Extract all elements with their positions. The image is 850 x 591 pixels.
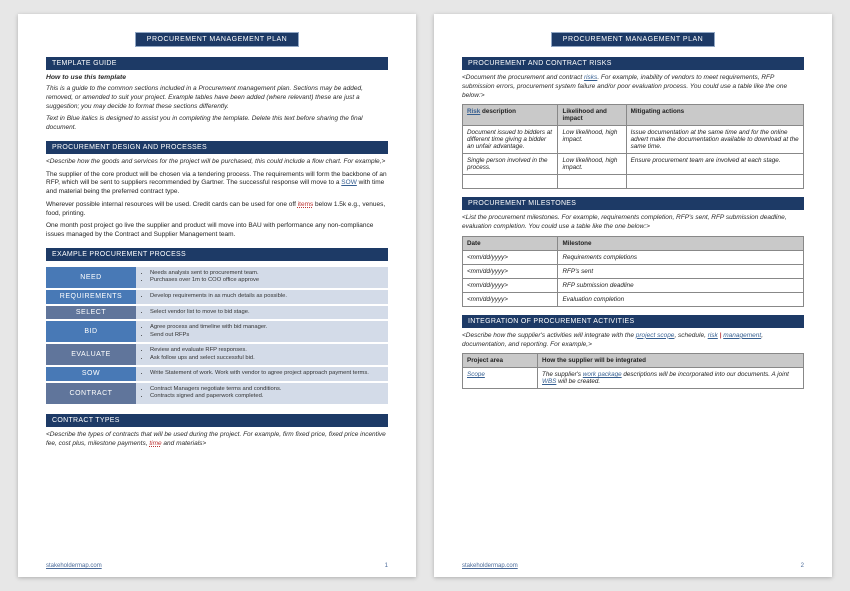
typo-items: items [298,201,314,208]
link-projectscope[interactable]: project scope [636,332,675,339]
p-design3: Wherever possible internal resources wil… [46,201,388,219]
process-step-select: SELECT [46,306,136,320]
process-desc: Contract Managers negotiate terms and co… [136,383,388,404]
p-integration: <Describe how the supplier's activities … [462,332,804,350]
section-milestones: PROCUREMENT MILESTONES [462,197,804,210]
process-desc: Write Statement of work. Work with vendo… [136,367,388,381]
process-step-contract: CONTRACT [46,383,136,404]
process-step-sow: SOW [46,367,136,381]
section-risks: PROCUREMENT AND CONTRACT RISKS [462,57,804,70]
link-sow[interactable]: SOW [341,179,357,186]
page-number: 2 [801,563,804,569]
heading-howto: How to use this template [46,74,388,81]
link-risk-th[interactable]: Risk [467,108,480,115]
milestones-table: DateMilestone<mm/dd/yyyy>Requirements co… [462,236,804,307]
page-number: 1 [385,563,388,569]
footer-link[interactable]: stakeholdermap.com [46,563,102,569]
link-risk[interactable]: risk [708,332,718,339]
footer-link[interactable]: stakeholdermap.com [462,563,518,569]
typo-time: time [149,440,161,447]
doc-title: PROCUREMENT MANAGEMENT PLAN [46,32,388,47]
section-integration: INTEGRATION OF PROCUREMENT ACTIVITIES [462,315,804,328]
p-contract: <Describe the types of contracts that wi… [46,431,388,449]
process-desc: Select vendor list to move to bid stage. [136,306,388,320]
p-design2: The supplier of the core product will be… [46,171,388,197]
process-desc: Develop requirements in as much details … [136,290,388,304]
link-risks[interactable]: risks [584,74,597,81]
section-template-guide: TEMPLATE GUIDE [46,57,388,70]
process-desc: Review and evaluate RFP responses.Ask fo… [136,344,388,365]
process-step-need: NEED [46,267,136,288]
link-management[interactable]: management [723,332,761,339]
process-desc: Agree process and timeline with bid mana… [136,321,388,342]
section-design: PROCUREMENT DESIGN AND PROCESSES [46,141,388,154]
section-process: EXAMPLE PROCUREMENT PROCESS [46,248,388,261]
link-wbs[interactable]: WBS [542,378,556,385]
process-step-evaluate: EVALUATE [46,344,136,365]
process-step-bid: BID [46,321,136,342]
footer: stakeholdermap.com 2 [462,563,804,569]
p-risks: <Document the procurement and contract r… [462,74,804,100]
doc-title: PROCUREMENT MANAGEMENT PLAN [462,32,804,47]
link-workpackage[interactable]: work package [583,371,622,378]
p-milestones: <List the procurement milestones. For ex… [462,214,804,232]
risks-table: Risk descriptionLikelihood and impactMit… [462,104,804,189]
page-1: PROCUREMENT MANAGEMENT PLAN TEMPLATE GUI… [18,14,416,577]
page-2: PROCUREMENT MANAGEMENT PLAN PROCUREMENT … [434,14,832,577]
process-step-requirements: REQUIREMENTS [46,290,136,304]
link-scope[interactable]: Scope [467,371,485,378]
process-desc: Needs analysis sent to procurement team.… [136,267,388,288]
integration-table: Project areaHow the supplier will be int… [462,353,804,389]
p-design1: <Describe how the goods and services for… [46,158,388,167]
section-contracttypes: CONTRACT TYPES [46,414,388,427]
footer: stakeholdermap.com 1 [46,563,388,569]
p-design4: One month post project go live the suppl… [46,222,388,240]
p-guide2: Text in Blue italics is designed to assi… [46,115,388,133]
process-table: NEEDNeeds analysis sent to procurement t… [46,265,388,406]
p-guide1: This is a guide to the common sections i… [46,85,388,111]
